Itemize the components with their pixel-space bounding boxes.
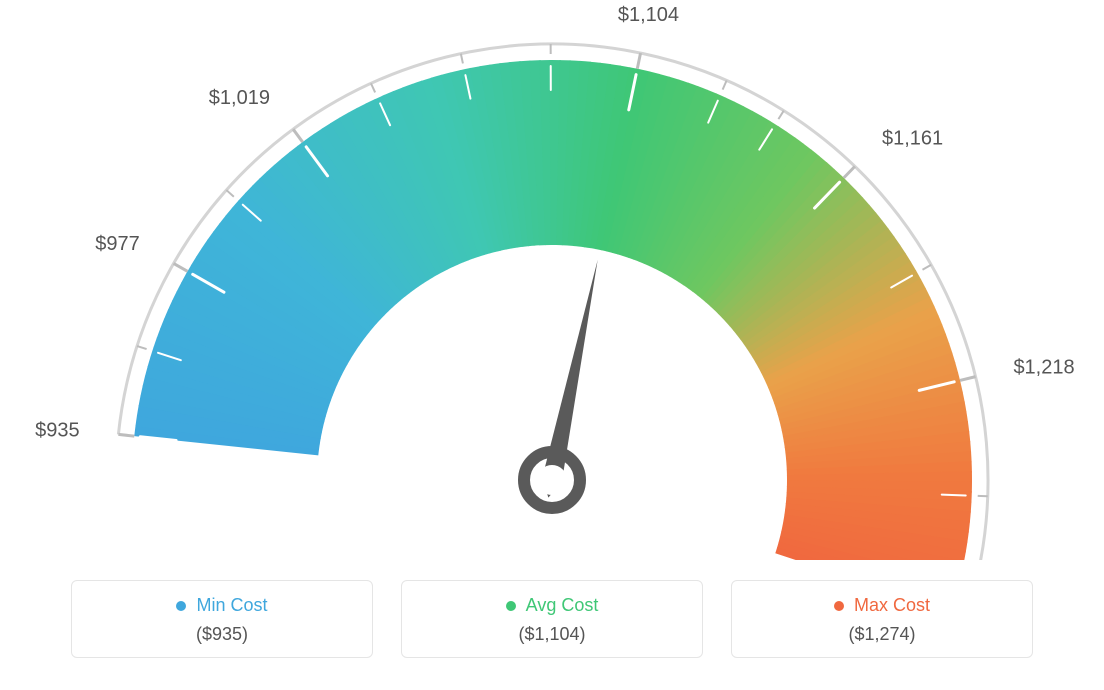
legend-dot-max [834, 601, 844, 611]
gauge-tick-label: $977 [95, 233, 140, 255]
legend-value-min: ($935) [72, 624, 372, 645]
gauge-tick-label: $1,161 [882, 127, 943, 149]
gauge-tick-outer [723, 80, 727, 89]
gauge-tick-label: $935 [35, 419, 80, 441]
legend-title-avg: Avg Cost [526, 595, 599, 616]
gauge-svg: $935$977$1,019$1,104$1,161$1,218$1,274 [0, 0, 1104, 560]
legend-value-avg: ($1,104) [402, 624, 702, 645]
legend-title-max: Max Cost [854, 595, 930, 616]
legend-value-max: ($1,274) [732, 624, 1032, 645]
gauge-tick-outer [293, 129, 303, 142]
gauge-tick-outer [778, 111, 783, 119]
gauge-tick-outer [637, 53, 640, 69]
gauge-tick-outer [371, 83, 375, 92]
legend-card-avg: Avg Cost ($1,104) [401, 580, 703, 658]
gauge-chart-container: $935$977$1,019$1,104$1,161$1,218$1,274 M… [0, 0, 1104, 690]
gauge-tick-outer [226, 190, 233, 197]
legend-card-max: Max Cost ($1,274) [731, 580, 1033, 658]
gauge-tick-inner [942, 495, 966, 496]
gauge-tick-outer [461, 54, 463, 64]
legend-title-min: Min Cost [196, 595, 267, 616]
gauge-tick-outer [844, 166, 855, 178]
legend-row: Min Cost ($935) Avg Cost ($1,104) Max Co… [0, 580, 1104, 658]
gauge-tick-outer [922, 265, 931, 270]
gauge-tick-label: $1,218 [1013, 356, 1074, 378]
gauge-tick-label: $1,104 [618, 4, 679, 26]
gauge-tick-label: $1,019 [209, 87, 270, 109]
gauge-tick-outer [118, 434, 134, 436]
legend-dot-min [176, 601, 186, 611]
legend-card-min: Min Cost ($935) [71, 580, 373, 658]
gauge-hub-inner [537, 465, 567, 495]
gauge-tick-outer [960, 377, 976, 381]
gauge-tick-outer [174, 263, 188, 271]
legend-dot-avg [506, 601, 516, 611]
gauge-tick-outer [137, 346, 147, 349]
